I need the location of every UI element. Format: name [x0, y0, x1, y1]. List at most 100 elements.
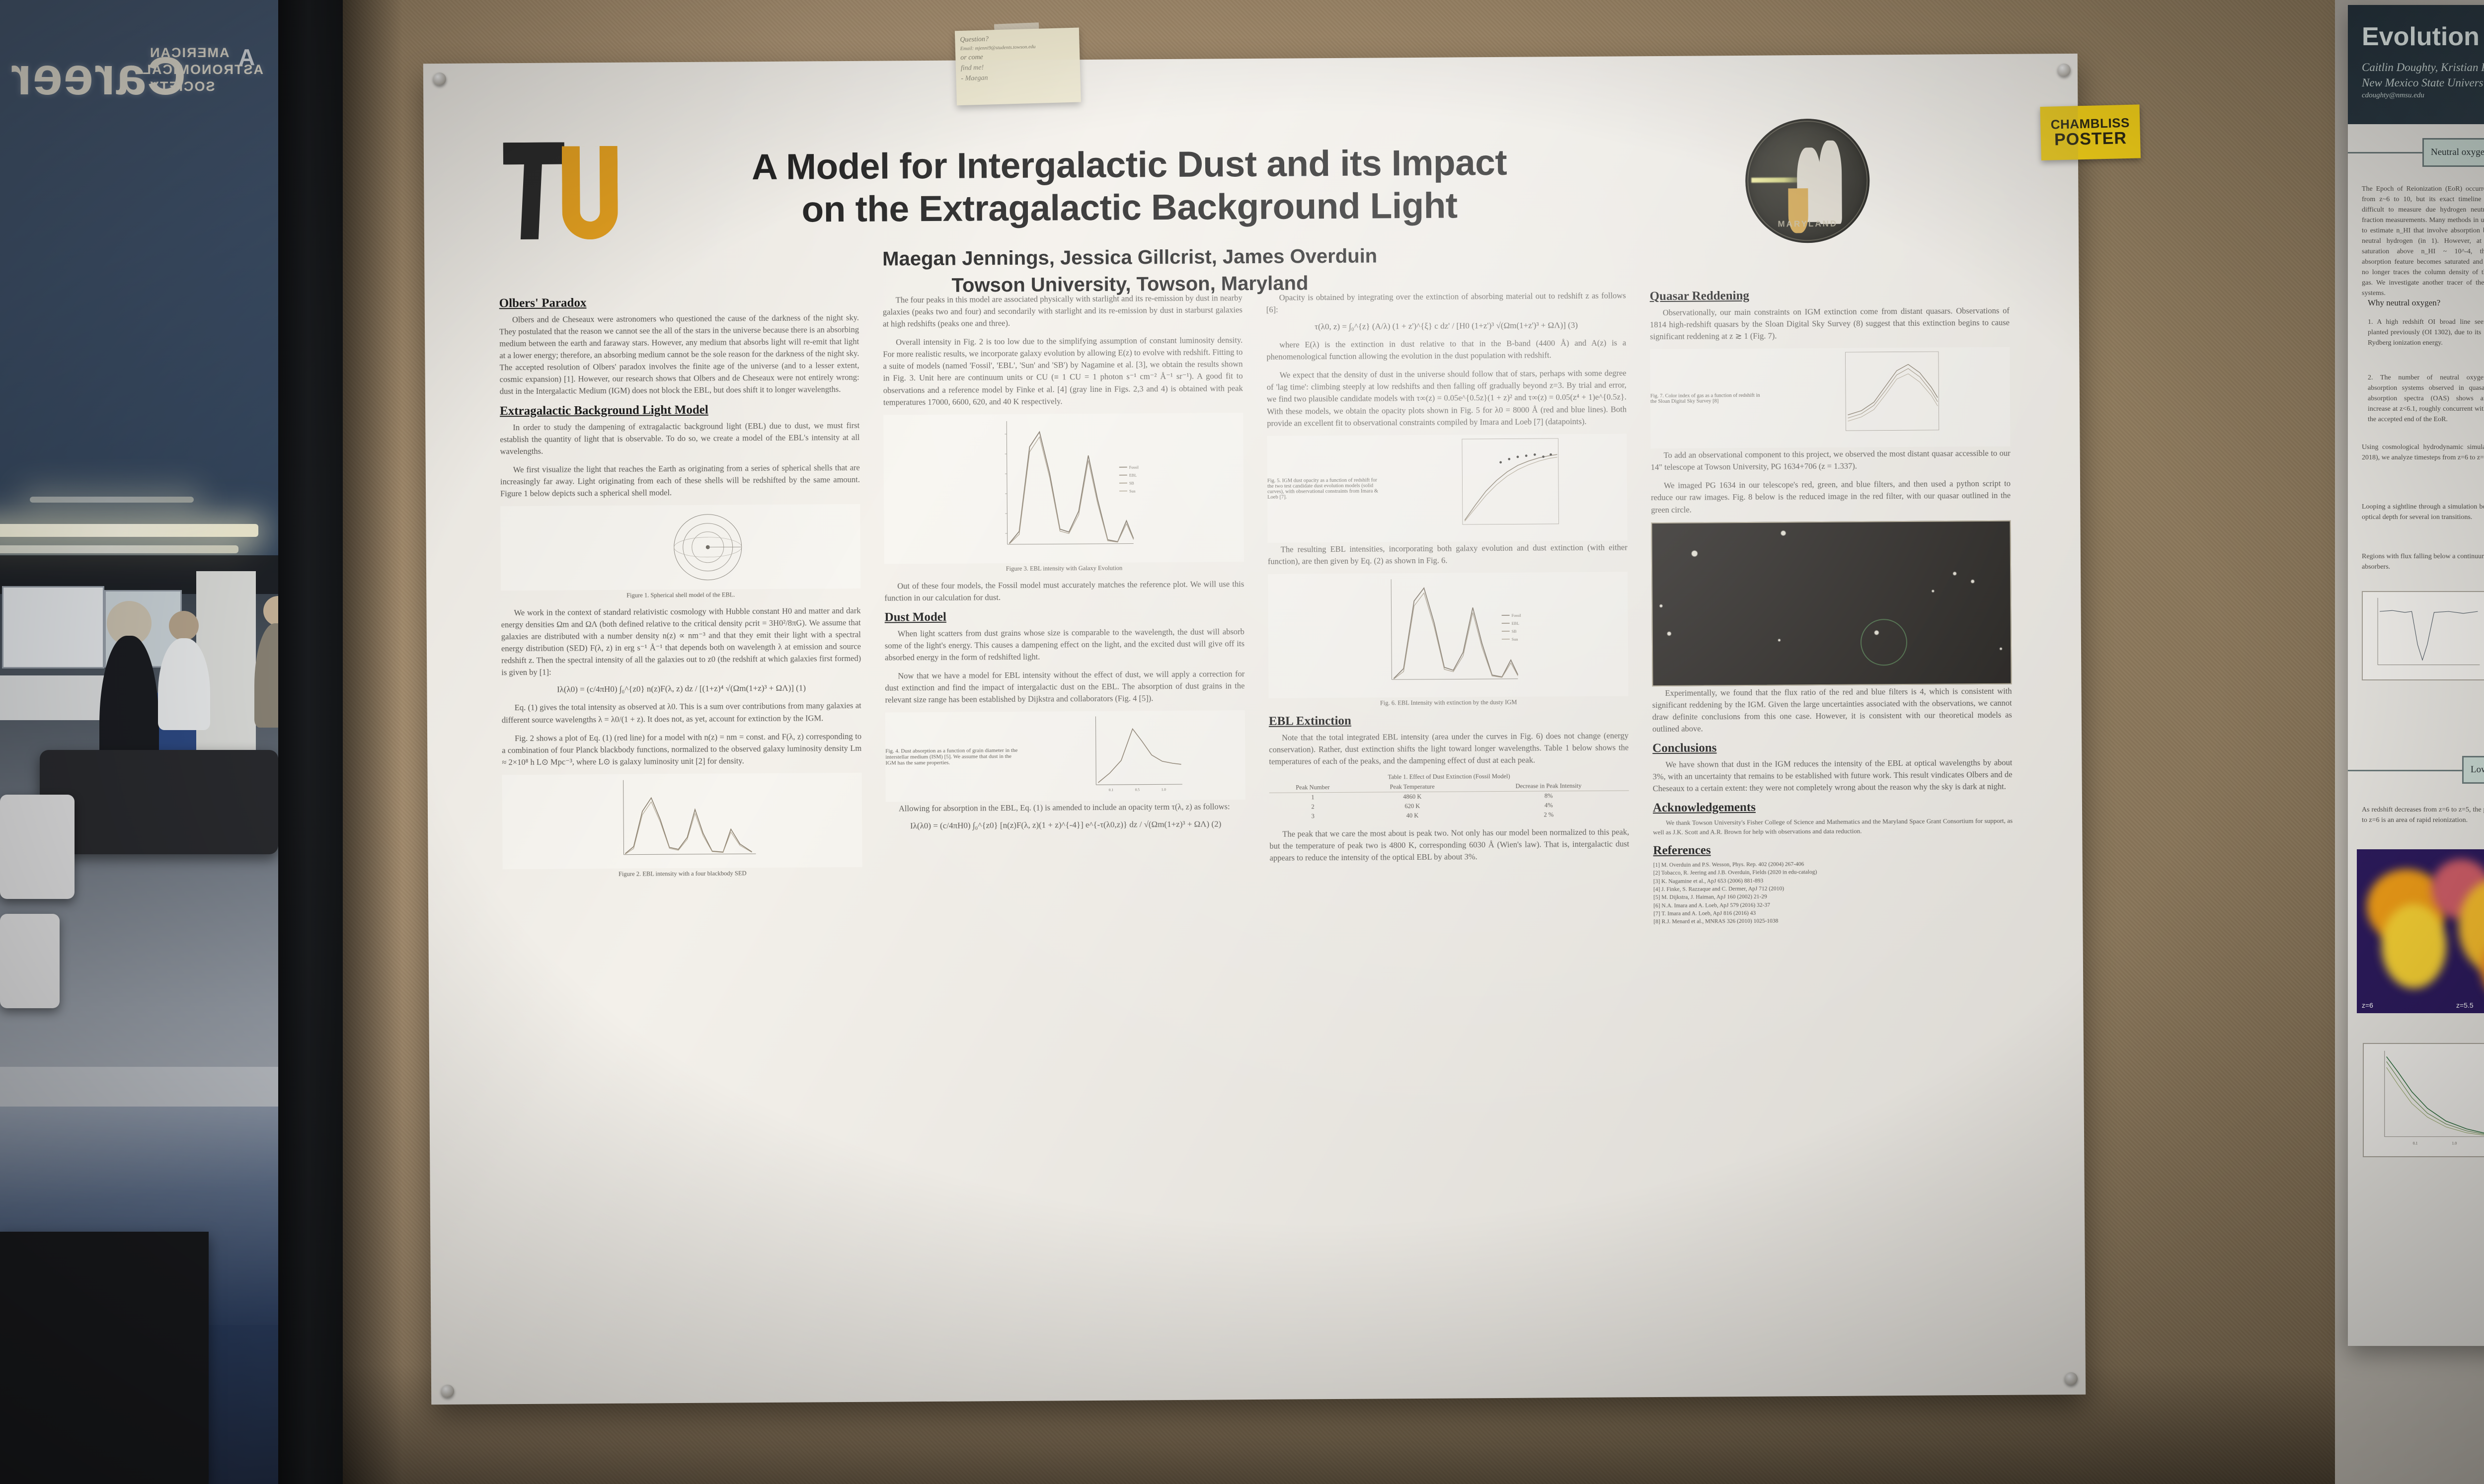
connector-line	[2348, 152, 2422, 153]
star-point	[1778, 639, 1781, 642]
right-authors-line-2: New Mexico State Universit	[2362, 76, 2484, 89]
paragraph: Observationally, our main constraints on…	[1649, 305, 2010, 342]
pushpin-icon	[2057, 63, 2071, 77]
chambliss-poster-badge[interactable]: CHAMBLISS POSTER	[2040, 104, 2141, 161]
towson-tu-logo	[503, 142, 628, 242]
figure-caption: Figure 2. EBL intensity with a four blac…	[618, 870, 747, 878]
right-poster-title: Evolution of Ne	[2362, 22, 2484, 51]
svg-text:Fossil: Fossil	[1512, 613, 1522, 618]
heat-blob	[2481, 934, 2484, 1003]
shell-diagram-svg	[674, 514, 742, 581]
figure-6-plot: Fossil EBL SB Sun	[1268, 572, 1629, 698]
paragraph: We expect that the density of dust in th…	[1266, 368, 1627, 428]
figure-7-plot: Fig. 7. Color index of gas as a function…	[1650, 347, 2011, 449]
right-section-box-neutral-oxygen[interactable]: Neutral oxygen as a trac	[2422, 138, 2484, 167]
right-authors-email: cdoughty@nmsu.edu	[2362, 91, 2424, 100]
equation-1: Iλ(λ0) = (c/4πH0) ∫₀^{z0} n(z)F(λ, z) dz…	[556, 683, 806, 695]
table-row: 3 40 K 2 %	[1269, 810, 1629, 821]
paragraph: The peak that we care the most about is …	[1269, 827, 1630, 863]
reference-list: [1] M. Overduin and P.S. Wesson, Phys. R…	[1653, 859, 2014, 926]
lounge-chair	[0, 795, 75, 899]
green-target-circle	[1860, 619, 1907, 666]
seal-figure	[1818, 140, 1842, 224]
cell: 4%	[1544, 802, 1553, 809]
svg-text:0.5: 0.5	[1135, 788, 1140, 792]
title-line-2: on the Extragalactic Background Light	[801, 185, 1458, 230]
paragraph: Out of these four models, the Fossil mod…	[884, 579, 1244, 603]
paragraph: Experimentally, we found that the flux r…	[1652, 686, 2012, 734]
cell: 3	[1311, 813, 1315, 820]
right-authors-line-1: Caitlin Doughty, Kristian F	[2362, 61, 2484, 74]
table-dust-extinction: Table 1. Effect of Dust Extinction (Foss…	[1269, 772, 1630, 821]
section-heading-references: References	[1653, 843, 1711, 858]
svg-text:Sun: Sun	[1512, 637, 1518, 642]
lounge-chair	[0, 914, 60, 1008]
right-paragraph-redshift: As redshift decreases from z=6 to z=5, t…	[2362, 806, 2484, 824]
dust-opacity-chart	[1462, 438, 1559, 525]
figure-7-caption-inline: Fig. 7. Color index of gas as a function…	[1650, 393, 1760, 405]
figure-5-plot: Fig. 5. IGM dust opacity as a function o…	[1267, 434, 1628, 543]
right-paragraph-regions: Regions with flux falling below a contin…	[2362, 553, 2484, 571]
paragraph: We work in the context of standard relat…	[501, 605, 861, 677]
paragraph: Now that we have a model for EBL intensi…	[885, 669, 1245, 705]
dust-absorption-chart: 0.1 0.5 1.0	[1095, 716, 1183, 792]
paragraph: We imaged PG 1634 in our telescope's red…	[1651, 479, 2011, 515]
pushpin-icon	[2064, 1372, 2078, 1386]
paragraph: In order to study the dampening of extra…	[500, 420, 860, 456]
svg-text:0.1: 0.1	[2413, 1141, 2418, 1145]
table-col-peak-number: Peak Number	[1269, 782, 1357, 793]
sticky-note[interactable]: Question? Email: mjenni9@students.towson…	[954, 27, 1081, 106]
section-heading-dust-model: Dust Model	[884, 610, 947, 624]
svg-text:0.1: 0.1	[1109, 788, 1114, 792]
right-bullet-1: 1. A high redshift OI broad line seen pl…	[2368, 318, 2484, 347]
poster-column-3: Opacity is obtained by integrating over …	[1266, 290, 1632, 1315]
table-col-peak-temp: Peak Temperature	[1356, 782, 1469, 793]
ceiling-light	[30, 497, 194, 503]
figure-8-quasar-image	[1651, 520, 2012, 686]
right-bullet-2: 2. The number of neutral oxygen absorpti…	[2368, 374, 2484, 423]
main-poster[interactable]: Question? Email: mjenni9@students.towson…	[423, 22, 2141, 1405]
paragraph: Eq. (1) gives the total intensity as obs…	[501, 701, 861, 725]
paragraph: Olbers and de Cheseaux were astronomers …	[499, 312, 859, 396]
seal-label: MARYLAND	[1778, 219, 1838, 229]
simulation-heatmap-strip: z=6 z=5.5 z=5	[2357, 849, 2484, 1013]
right-poster-authors: Caitlin Doughty, Kristian F New Mexico S…	[2362, 60, 2484, 100]
svg-text:EBL: EBL	[1129, 473, 1137, 477]
svg-text:1.0: 1.0	[2452, 1141, 2457, 1145]
figure-caption: Figure 1. Spherical shell model of the E…	[626, 591, 735, 599]
figure-4-caption-inline: Fig. 4. Dust absorption as a function of…	[885, 747, 1018, 766]
paragraph: Opacity is obtained by integrating over …	[1266, 291, 1626, 314]
cell: 40 K	[1406, 812, 1419, 819]
telescope-image	[1651, 520, 2012, 686]
poster-columns: Olbers' Paradox Olbers and de Cheseaux w…	[499, 288, 2016, 1320]
ebl-evolution-chart: Fossil EBL SB Sun	[1005, 421, 1139, 545]
figure-caption: Figure 3. EBL intensity with Galaxy Evol…	[1006, 564, 1123, 572]
paragraph: where E(λ) is the extinction in dust rel…	[1266, 338, 1627, 362]
right-section-box-low-ew[interactable]: Low EW sys	[2462, 756, 2484, 784]
reference-item: [8] R.J. Menard et al., MNRAS 326 (2010)…	[1653, 918, 1779, 925]
section-heading-acknowledgements: Acknowledgements	[1652, 801, 1756, 815]
right-poster[interactable]: Evolution of Ne Caitlin Doughty, Kristia…	[2348, 5, 2484, 1346]
paragraph: Overall intensity in Fig. 2 is too low d…	[883, 335, 1243, 407]
right-paragraph-intro: The Epoch of Reionization (EoR) occurred…	[2362, 185, 2484, 297]
section-heading-conclusions: Conclusions	[1652, 741, 1717, 755]
lounge-sofa	[40, 750, 278, 854]
absorber-spectrum-1	[2377, 597, 2480, 666]
pushpin-icon	[433, 72, 447, 86]
figure-3-plot: Fossil EBL SB Sun	[883, 412, 1244, 564]
paragraph: We thank Towson University's Fisher Coll…	[1653, 816, 2013, 836]
heat-label: z=6	[2362, 1001, 2373, 1009]
aas-logo-letter: A	[238, 44, 255, 70]
society-line-3: SOCIETY	[149, 78, 215, 94]
poster-column-2: The four peaks in this model are associa…	[883, 292, 1249, 1317]
poster-column-4: Quasar Reddening Observationally, our ma…	[1650, 288, 2016, 1313]
paragraph: Fig. 2 shows a plot of Eq. (1) (red line…	[502, 731, 862, 767]
ew-distribution-svg: 0.1 1.0	[2384, 1050, 2484, 1145]
section-heading-ebl-model: Extragalactic Background Light Model	[499, 403, 708, 418]
paragraph: We first visualize the light that reache…	[500, 462, 860, 499]
table-col-decrease: Decrease in Peak Intensity	[1468, 781, 1629, 792]
paragraph: When light scatters from dust grains who…	[884, 626, 1245, 663]
person-body	[158, 638, 210, 730]
paragraph: Allowing for absorption in the EBL, Eq. …	[898, 802, 1230, 814]
